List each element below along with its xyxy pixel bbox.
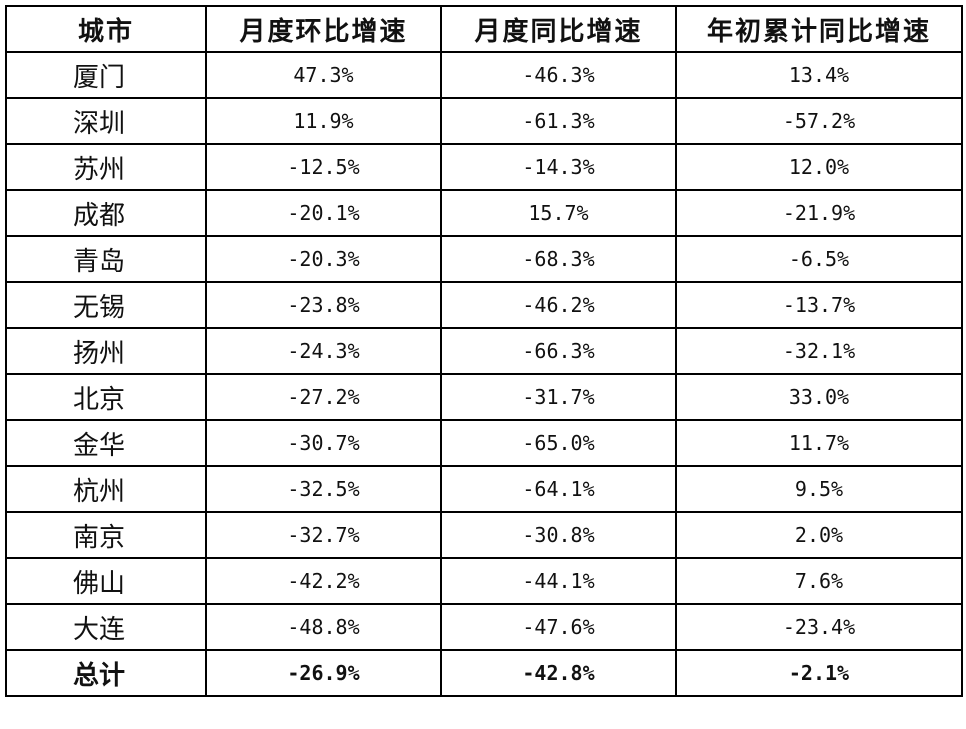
table-row: 大连 -48.8% -47.6% -23.4% — [5, 603, 963, 651]
city-cell: 南京 — [5, 511, 207, 559]
city-cell: 杭州 — [5, 465, 207, 513]
city-cell: 佛山 — [5, 557, 207, 605]
value-cell: 7.6% — [675, 557, 963, 605]
table-row: 深圳 11.9% -61.3% -57.2% — [5, 97, 963, 145]
table-row: 佛山 -42.2% -44.1% 7.6% — [5, 557, 963, 605]
header-cell: 城市 — [5, 5, 207, 53]
table-row: 金华 -30.7% -65.0% 11.7% — [5, 419, 963, 467]
value-cell: 2.0% — [675, 511, 963, 559]
value-cell: -20.1% — [205, 189, 442, 237]
header-cell: 年初累计同比增速 — [675, 5, 963, 53]
table-row: 厦门 47.3% -46.3% 13.4% — [5, 51, 963, 99]
value-cell: 11.9% — [205, 97, 442, 145]
value-cell: -24.3% — [205, 327, 442, 375]
city-cell: 苏州 — [5, 143, 207, 191]
table-row: 青岛 -20.3% -68.3% -6.5% — [5, 235, 963, 283]
value-cell: -27.2% — [205, 373, 442, 421]
city-cell: 大连 — [5, 603, 207, 651]
city-cell: 扬州 — [5, 327, 207, 375]
value-cell: -23.8% — [205, 281, 442, 329]
table-row: 无锡 -23.8% -46.2% -13.7% — [5, 281, 963, 329]
city-cell: 成都 — [5, 189, 207, 237]
city-cell: 总计 — [5, 649, 207, 697]
value-cell: 15.7% — [440, 189, 677, 237]
value-cell: -30.7% — [205, 419, 442, 467]
value-cell: -46.2% — [440, 281, 677, 329]
value-cell: -64.1% — [440, 465, 677, 513]
table-row: 北京 -27.2% -31.7% 33.0% — [5, 373, 963, 421]
value-cell: -66.3% — [440, 327, 677, 375]
table-row: 扬州 -24.3% -66.3% -32.1% — [5, 327, 963, 375]
table-row: 南京 -32.7% -30.8% 2.0% — [5, 511, 963, 559]
header-cell: 月度同比增速 — [440, 5, 677, 53]
value-cell: -42.8% — [440, 649, 677, 697]
header-row: 城市 月度环比增速 月度同比增速 年初累计同比增速 — [5, 5, 963, 53]
data-table: 城市 月度环比增速 月度同比增速 年初累计同比增速 厦门 47.3% -46.3% 13.4… — [5, 5, 963, 697]
value-cell: 33.0% — [675, 373, 963, 421]
value-cell: -26.9% — [205, 649, 442, 697]
table-row: 成都 -20.1% 15.7% -21.9% — [5, 189, 963, 237]
value-cell: 9.5% — [675, 465, 963, 513]
value-cell: -14.3% — [440, 143, 677, 191]
value-cell: -32.7% — [205, 511, 442, 559]
value-cell: -68.3% — [440, 235, 677, 283]
city-cell: 北京 — [5, 373, 207, 421]
city-cell: 金华 — [5, 419, 207, 467]
value-cell: -13.7% — [675, 281, 963, 329]
table-header: 城市 月度环比增速 月度同比增速 年初累计同比增速 — [5, 5, 963, 53]
table-row: 杭州 -32.5% -64.1% 9.5% — [5, 465, 963, 513]
value-cell: -57.2% — [675, 97, 963, 145]
value-cell: -21.9% — [675, 189, 963, 237]
value-cell: -23.4% — [675, 603, 963, 651]
total-row: 总计 -26.9% -42.8% -2.1% — [5, 649, 963, 697]
value-cell: 12.0% — [675, 143, 963, 191]
value-cell: -48.8% — [205, 603, 442, 651]
value-cell: -31.7% — [440, 373, 677, 421]
value-cell: -30.8% — [440, 511, 677, 559]
city-cell: 深圳 — [5, 97, 207, 145]
value-cell: -32.1% — [675, 327, 963, 375]
value-cell: -61.3% — [440, 97, 677, 145]
value-cell: -42.2% — [205, 557, 442, 605]
value-cell: -12.5% — [205, 143, 442, 191]
city-cell: 厦门 — [5, 51, 207, 99]
table-row: 苏州 -12.5% -14.3% 12.0% — [5, 143, 963, 191]
value-cell: -6.5% — [675, 235, 963, 283]
value-cell: -32.5% — [205, 465, 442, 513]
value-cell: -65.0% — [440, 419, 677, 467]
value-cell: 47.3% — [205, 51, 442, 99]
table-body: 厦门 47.3% -46.3% 13.4% 深圳 11.9% -61.3% -57.2% 苏州 -… — [5, 51, 963, 697]
value-cell: -46.3% — [440, 51, 677, 99]
value-cell: 13.4% — [675, 51, 963, 99]
header-cell: 月度环比增速 — [205, 5, 442, 53]
city-cell: 青岛 — [5, 235, 207, 283]
value-cell: 11.7% — [675, 419, 963, 467]
value-cell: -2.1% — [675, 649, 963, 697]
value-cell: -44.1% — [440, 557, 677, 605]
city-cell: 无锡 — [5, 281, 207, 329]
value-cell: -20.3% — [205, 235, 442, 283]
value-cell: -47.6% — [440, 603, 677, 651]
